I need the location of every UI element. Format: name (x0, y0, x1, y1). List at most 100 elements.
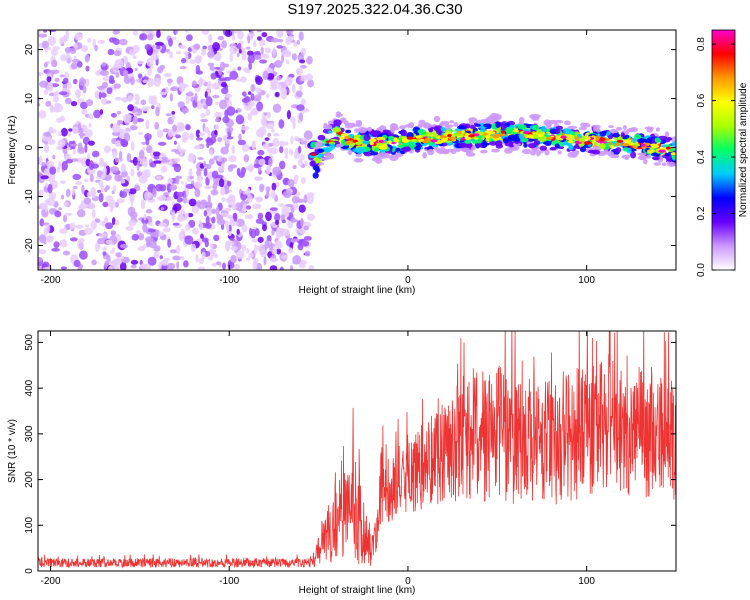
noise-blob (297, 119, 302, 124)
noise-blob (50, 69, 60, 75)
signal-peak (439, 135, 447, 139)
noise-blob (248, 61, 252, 70)
noise-blob (208, 255, 214, 261)
signal-blob (527, 138, 534, 142)
noise-blob (306, 55, 313, 65)
noise-blob (158, 231, 165, 237)
signal-blob (541, 125, 546, 132)
signal-blob (327, 130, 333, 134)
signal-blob (634, 134, 642, 140)
noise-blob (68, 128, 73, 132)
noise-blob (128, 219, 137, 227)
noise-blob (89, 205, 93, 210)
noise-blob (108, 260, 116, 265)
signal-blob (565, 134, 575, 141)
signal-peak (393, 137, 398, 142)
signal-blob (476, 142, 481, 148)
noise-blob (168, 38, 173, 47)
noise-blob (79, 134, 84, 139)
noise-blob (267, 111, 271, 119)
signal-blob (355, 147, 365, 154)
noise-blob (130, 264, 137, 269)
noise-blob (236, 228, 240, 235)
noise-blob (54, 103, 64, 113)
noise-blob (206, 81, 212, 90)
noise-blob (200, 233, 204, 240)
noise-blob (247, 194, 253, 203)
noise-blob (210, 242, 214, 250)
snr-x-axis: -200 -100 0 100 (41, 331, 595, 587)
y-tick-label: 10 (24, 93, 35, 105)
noise-blob (154, 121, 160, 130)
signal-blob (367, 126, 373, 132)
noise-blob (113, 83, 122, 89)
signal-blob (630, 151, 637, 159)
noise-blob (157, 141, 167, 146)
noise-blob (59, 74, 65, 78)
noise-blob (64, 97, 72, 105)
noise-blob (256, 30, 262, 33)
noise-blob (189, 175, 195, 180)
noise-blob (105, 222, 114, 230)
noise-blob (151, 105, 155, 109)
signal-peak (379, 139, 384, 143)
x-tick-label: -100 (219, 275, 239, 286)
signal-blob (606, 131, 611, 136)
signal-blob (518, 116, 525, 124)
noise-blob (66, 158, 73, 164)
signal-peak (632, 145, 638, 149)
noise-blob (98, 232, 107, 238)
signal-peak (593, 141, 599, 145)
signal-blob (652, 156, 660, 161)
signal-peak (401, 139, 410, 143)
noise-blob (81, 108, 88, 115)
noise-blob (98, 91, 102, 100)
noise-blob (112, 148, 118, 158)
noise-blob (221, 82, 227, 88)
noise-blob (257, 36, 262, 41)
signal-blob (544, 149, 550, 156)
signal-blob (475, 119, 482, 124)
noise-blob (300, 47, 306, 56)
noise-blob (146, 57, 154, 67)
noise-blob (300, 98, 306, 106)
noise-blob (197, 266, 206, 270)
noise-blob (54, 77, 60, 83)
noise-blob (207, 194, 211, 203)
noise-blob (295, 227, 300, 234)
signal-blob (449, 120, 455, 124)
noise-blob (236, 218, 245, 227)
noise-blob (204, 126, 210, 134)
noise-blob (141, 217, 149, 225)
noise-blob (45, 100, 52, 107)
noise-blob (134, 93, 140, 102)
signal-blob (527, 143, 537, 149)
noise-blob (128, 188, 137, 195)
signal-blob (607, 151, 614, 157)
signal-blob (317, 153, 323, 159)
signal-peak (585, 136, 591, 140)
noise-blob (84, 129, 93, 138)
noise-blob (102, 246, 107, 251)
noise-blob (231, 203, 237, 211)
noise-blob (88, 160, 95, 171)
signal-blob (329, 143, 336, 150)
noise-blob (85, 54, 89, 60)
noise-blob (114, 59, 124, 69)
signal-peak (424, 137, 432, 141)
signal-blob (599, 143, 606, 150)
noise-blob (38, 266, 41, 270)
signal-peak (415, 135, 423, 139)
signal-blob (621, 154, 631, 159)
noise-blob (97, 237, 105, 245)
noise-blob (251, 238, 260, 243)
noise-blob (142, 158, 148, 168)
signal-blob (373, 147, 380, 153)
signal-blob (315, 141, 324, 146)
noise-blob (143, 169, 151, 179)
signal-blob (502, 137, 509, 144)
noise-blob (285, 30, 294, 35)
noise-blob (204, 222, 212, 229)
noise-blob (182, 196, 188, 204)
noise-blob (293, 150, 301, 160)
